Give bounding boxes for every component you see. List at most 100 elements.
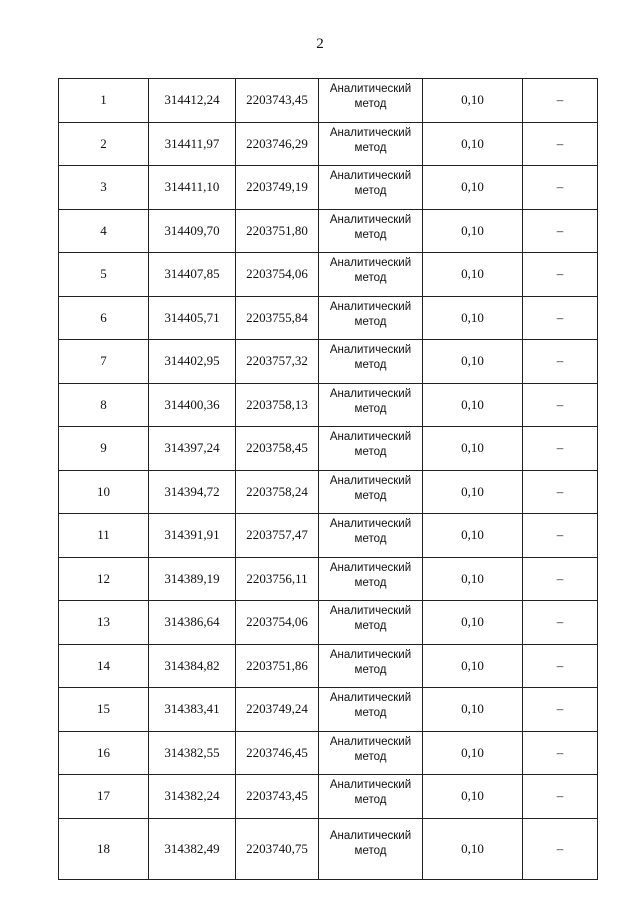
x-coordinate-cell: 314411,97 bbox=[148, 121, 236, 166]
method-cell: Аналитический метод bbox=[318, 252, 423, 297]
method-cell: Аналитический метод bbox=[318, 208, 423, 253]
table-row: 10 314394,72 2203758,24 Аналитический метод 0… bbox=[58, 469, 598, 514]
method-line-2: метод bbox=[354, 489, 387, 502]
y-coordinate-cell: 2203755,84 bbox=[235, 295, 319, 340]
method-line-1: Аналитический bbox=[329, 518, 412, 530]
accuracy-cell: 0,10 bbox=[422, 817, 523, 880]
table-row: 7 314402,95 2203757,32 Аналитический метод 0,… bbox=[58, 339, 598, 384]
method-line-1: Аналитический bbox=[329, 387, 412, 400]
x-coordinate-cell: 314402,95 bbox=[148, 339, 236, 384]
y-coordinate-cell: 2203754,06 bbox=[235, 600, 319, 645]
x-coordinate-cell: 314397,24 bbox=[148, 426, 236, 471]
method-cell: Аналитический метод bbox=[318, 556, 423, 601]
accuracy-cell: 0,10 bbox=[422, 208, 523, 253]
table-row: 1 314412,24 2203743,45 Аналитический метод 0,… bbox=[58, 78, 598, 123]
method-line-2: метод bbox=[354, 402, 387, 415]
point-number-cell: 8 bbox=[58, 382, 149, 427]
point-number-cell: 6 bbox=[58, 295, 149, 340]
x-coordinate-cell: 314382,49 bbox=[148, 817, 236, 880]
method-line-2: метод bbox=[354, 794, 387, 806]
y-coordinate-cell: 2203746,45 bbox=[235, 730, 319, 775]
method-line-1: Аналитический bbox=[329, 474, 412, 487]
table-row: 8 314400,36 2203758,13 Аналитический метод 0,… bbox=[58, 382, 598, 427]
method-cell: Аналитический метод bbox=[318, 730, 423, 775]
x-coordinate-cell: 314409,70 bbox=[148, 208, 236, 253]
point-number-cell: 5 bbox=[58, 252, 149, 297]
method-line-1: Аналитический bbox=[329, 257, 412, 269]
x-coordinate-cell: 314382,24 bbox=[148, 774, 236, 819]
method-line-2: метод bbox=[354, 141, 387, 154]
note-cell: – bbox=[522, 121, 598, 166]
y-coordinate-cell: 2203743,45 bbox=[235, 774, 319, 819]
table-row: 6 314405,71 2203755,84 Аналитический метод 0,… bbox=[58, 295, 598, 340]
note-cell: – bbox=[522, 382, 598, 427]
y-coordinate-cell: 2203743,45 bbox=[235, 78, 319, 123]
y-coordinate-cell: 2203746,29 bbox=[235, 121, 319, 166]
method-line-1: Аналитический bbox=[329, 829, 412, 842]
note-cell: – bbox=[522, 469, 598, 514]
y-coordinate-cell: 2203749,19 bbox=[235, 165, 319, 210]
y-coordinate-cell: 2203740,75 bbox=[235, 817, 319, 880]
method-line-2: метод bbox=[354, 663, 387, 676]
x-coordinate-cell: 314394,72 bbox=[148, 469, 236, 514]
point-number-cell: 17 bbox=[58, 774, 149, 819]
point-number-cell: 1 bbox=[58, 78, 149, 123]
method-line-2: метод bbox=[354, 576, 387, 589]
x-coordinate-cell: 314386,64 bbox=[148, 600, 236, 645]
accuracy-cell: 0,10 bbox=[422, 252, 523, 297]
y-coordinate-cell: 2203749,24 bbox=[235, 687, 319, 732]
note-cell: – bbox=[522, 730, 598, 775]
method-cell: Аналитический метод bbox=[318, 774, 423, 819]
x-coordinate-cell: 314389,19 bbox=[148, 556, 236, 601]
table-row: 16 314382,55 2203746,45 Аналитический метод 0… bbox=[58, 730, 598, 775]
method-cell: Аналитический метод bbox=[318, 165, 423, 210]
note-cell: – bbox=[522, 513, 598, 558]
method-cell: Аналитический метод bbox=[318, 513, 423, 558]
method-cell: Аналитический метод bbox=[318, 78, 423, 123]
accuracy-cell: 0,10 bbox=[422, 295, 523, 340]
method-line-1: Аналитический bbox=[329, 213, 412, 226]
y-coordinate-cell: 2203757,47 bbox=[235, 513, 319, 558]
note-cell: – bbox=[522, 339, 598, 384]
x-coordinate-cell: 314407,85 bbox=[148, 252, 236, 297]
note-cell: – bbox=[522, 165, 598, 210]
method-line-2: метод bbox=[354, 750, 387, 763]
method-line-2: метод bbox=[354, 228, 387, 241]
accuracy-cell: 0,10 bbox=[422, 426, 523, 471]
x-coordinate-cell: 314383,41 bbox=[148, 687, 236, 732]
y-coordinate-cell: 2203754,06 bbox=[235, 252, 319, 297]
accuracy-cell: 0,10 bbox=[422, 687, 523, 732]
accuracy-cell: 0,10 bbox=[422, 774, 523, 819]
point-number-cell: 14 bbox=[58, 643, 149, 688]
method-line-1: Аналитический bbox=[329, 431, 412, 443]
x-coordinate-cell: 314405,71 bbox=[148, 295, 236, 340]
method-line-2: метод bbox=[354, 446, 387, 458]
accuracy-cell: 0,10 bbox=[422, 339, 523, 384]
y-coordinate-cell: 2203758,45 bbox=[235, 426, 319, 471]
x-coordinate-cell: 314384,82 bbox=[148, 643, 236, 688]
page-number: 2 bbox=[316, 36, 324, 52]
note-cell: – bbox=[522, 774, 598, 819]
point-number-cell: 2 bbox=[58, 121, 149, 166]
accuracy-cell: 0,10 bbox=[422, 121, 523, 166]
method-cell: Аналитический метод bbox=[318, 469, 423, 514]
accuracy-cell: 0,10 bbox=[422, 513, 523, 558]
method-line-2: метод bbox=[354, 98, 387, 110]
method-cell: Аналитический метод bbox=[318, 817, 423, 880]
coordinates-table: 1 314412,24 2203743,45 Аналитический метод 0,… bbox=[58, 78, 598, 880]
accuracy-cell: 0,10 bbox=[422, 78, 523, 123]
method-cell: Аналитический метод bbox=[318, 121, 423, 166]
point-number-cell: 7 bbox=[58, 339, 149, 384]
accuracy-cell: 0,10 bbox=[422, 469, 523, 514]
method-line-1: Аналитический bbox=[329, 170, 412, 182]
method-line-2: метод bbox=[354, 844, 387, 857]
method-cell: Аналитический метод bbox=[318, 339, 423, 384]
x-coordinate-cell: 314400,36 bbox=[148, 382, 236, 427]
method-line-1: Аналитический bbox=[329, 735, 412, 748]
method-line-2: метод bbox=[354, 620, 387, 632]
table-row: 12 314389,19 2203756,11 Аналитический метод 0… bbox=[58, 556, 598, 601]
method-line-2: метод bbox=[354, 272, 387, 284]
table-row: 13 314386,64 2203754,06 Аналитический метод 0… bbox=[58, 600, 598, 645]
point-number-cell: 13 bbox=[58, 600, 149, 645]
point-number-cell: 16 bbox=[58, 730, 149, 775]
